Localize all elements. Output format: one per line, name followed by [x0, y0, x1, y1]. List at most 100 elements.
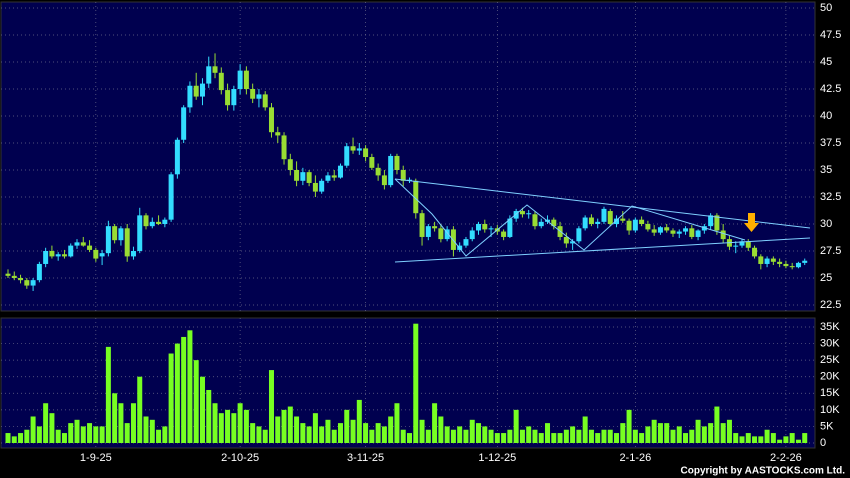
candle-body — [55, 254, 61, 257]
candle-body — [795, 262, 801, 268]
volume-bar — [174, 343, 180, 443]
candle-body — [212, 66, 218, 73]
volume-bar — [501, 433, 507, 443]
candle-body — [18, 278, 24, 281]
volume-bar — [714, 406, 720, 443]
volume-bar — [231, 413, 237, 443]
volume-bar — [676, 426, 682, 443]
volume-bar — [43, 403, 49, 443]
volume-bar — [695, 419, 701, 443]
volume-bar — [683, 433, 689, 443]
candle-body — [174, 139, 180, 175]
candle-body — [124, 228, 130, 257]
volume-tick-label: 25K — [820, 354, 840, 366]
volume-bar — [212, 403, 218, 443]
candle-body — [601, 208, 607, 222]
candle-body — [639, 219, 645, 224]
trendlines — [394, 178, 811, 263]
volume-bar — [444, 426, 450, 443]
volume-bar — [795, 439, 801, 443]
candle-body — [156, 221, 162, 224]
volume-bar — [639, 433, 645, 443]
volume-bar — [193, 360, 199, 443]
y-tick-label: 40 — [820, 110, 832, 122]
candle-body — [250, 89, 256, 99]
y-tick-label: 35 — [820, 164, 832, 176]
candle-body — [670, 230, 676, 234]
copyright: Copyright by AASTOCKS.com Ltd. — [681, 466, 846, 477]
candle-body — [614, 218, 620, 224]
volume-bar — [143, 416, 149, 443]
volume-bar — [588, 429, 594, 443]
volume-bar — [438, 416, 444, 443]
volume-bar — [49, 413, 55, 443]
volume-bar — [369, 429, 375, 443]
candle-body — [802, 260, 808, 263]
candle-body — [570, 241, 576, 244]
volume-bar — [325, 419, 331, 443]
volume-tick-label: 10K — [820, 404, 840, 416]
volume-bar — [626, 409, 632, 443]
trendline-zigzag — [394, 178, 746, 257]
volume-bar — [601, 429, 607, 443]
volume-bar — [538, 433, 544, 443]
candle-body — [526, 213, 532, 215]
candle-body — [425, 226, 431, 237]
candle-body — [394, 155, 400, 170]
volume-bar — [752, 436, 758, 443]
volume-bar — [400, 429, 406, 443]
volume-bar — [494, 433, 500, 443]
candle-body — [87, 245, 93, 250]
candle-body — [49, 251, 55, 257]
candle-body — [783, 263, 789, 267]
trendline-lower — [394, 237, 811, 263]
candle-body — [193, 85, 199, 97]
candle-body — [187, 85, 193, 108]
candle-body — [168, 174, 174, 220]
plot-layer: 22.5 25 27.5 30 32.5 35 37.5 40 42.5 45 47.5 50 0 5K 1… — [1, 2, 841, 464]
candle-body — [620, 218, 626, 221]
volume-bar — [149, 419, 155, 443]
candle-body — [381, 175, 387, 186]
candle-body — [331, 175, 337, 178]
candle-body — [626, 220, 632, 231]
candle-body — [764, 258, 770, 264]
y-tick-label: 37.5 — [820, 137, 841, 149]
volume-bar — [337, 423, 343, 443]
candle-body — [112, 226, 118, 241]
volume-bar — [770, 433, 776, 443]
x-tick-label: 2-10-25 — [221, 452, 259, 464]
volume-bar — [124, 423, 130, 443]
volume-bar — [61, 433, 67, 443]
candle-body — [714, 215, 720, 231]
candle-body — [325, 175, 331, 181]
volume-bar — [407, 433, 412, 443]
x-tick-label: 1-9-25 — [80, 452, 112, 464]
volume-bar — [551, 433, 557, 443]
candle-body — [501, 231, 507, 237]
x-tick-label: 1-12-25 — [478, 452, 516, 464]
volume-bar — [5, 433, 11, 443]
volume-bar — [607, 429, 613, 443]
candle-body — [306, 172, 312, 183]
candle-body — [356, 148, 362, 151]
volume-bar — [256, 426, 262, 443]
candle-body — [24, 280, 30, 286]
volume-bar — [388, 416, 394, 443]
candle-body — [43, 251, 49, 264]
volume-bar — [463, 429, 469, 443]
volume-bar — [262, 429, 268, 443]
candle-body — [563, 236, 569, 244]
volume-bar — [482, 426, 488, 443]
candle-body — [758, 256, 764, 264]
volume-bar — [80, 426, 86, 443]
volume-bar — [112, 393, 118, 443]
volume-bar — [36, 426, 42, 443]
candle-body — [664, 227, 670, 231]
volume-bar — [563, 429, 569, 443]
candle-body — [363, 148, 369, 158]
volume-bar — [187, 330, 193, 443]
volume-bar — [689, 429, 695, 443]
candle-body — [80, 242, 86, 246]
